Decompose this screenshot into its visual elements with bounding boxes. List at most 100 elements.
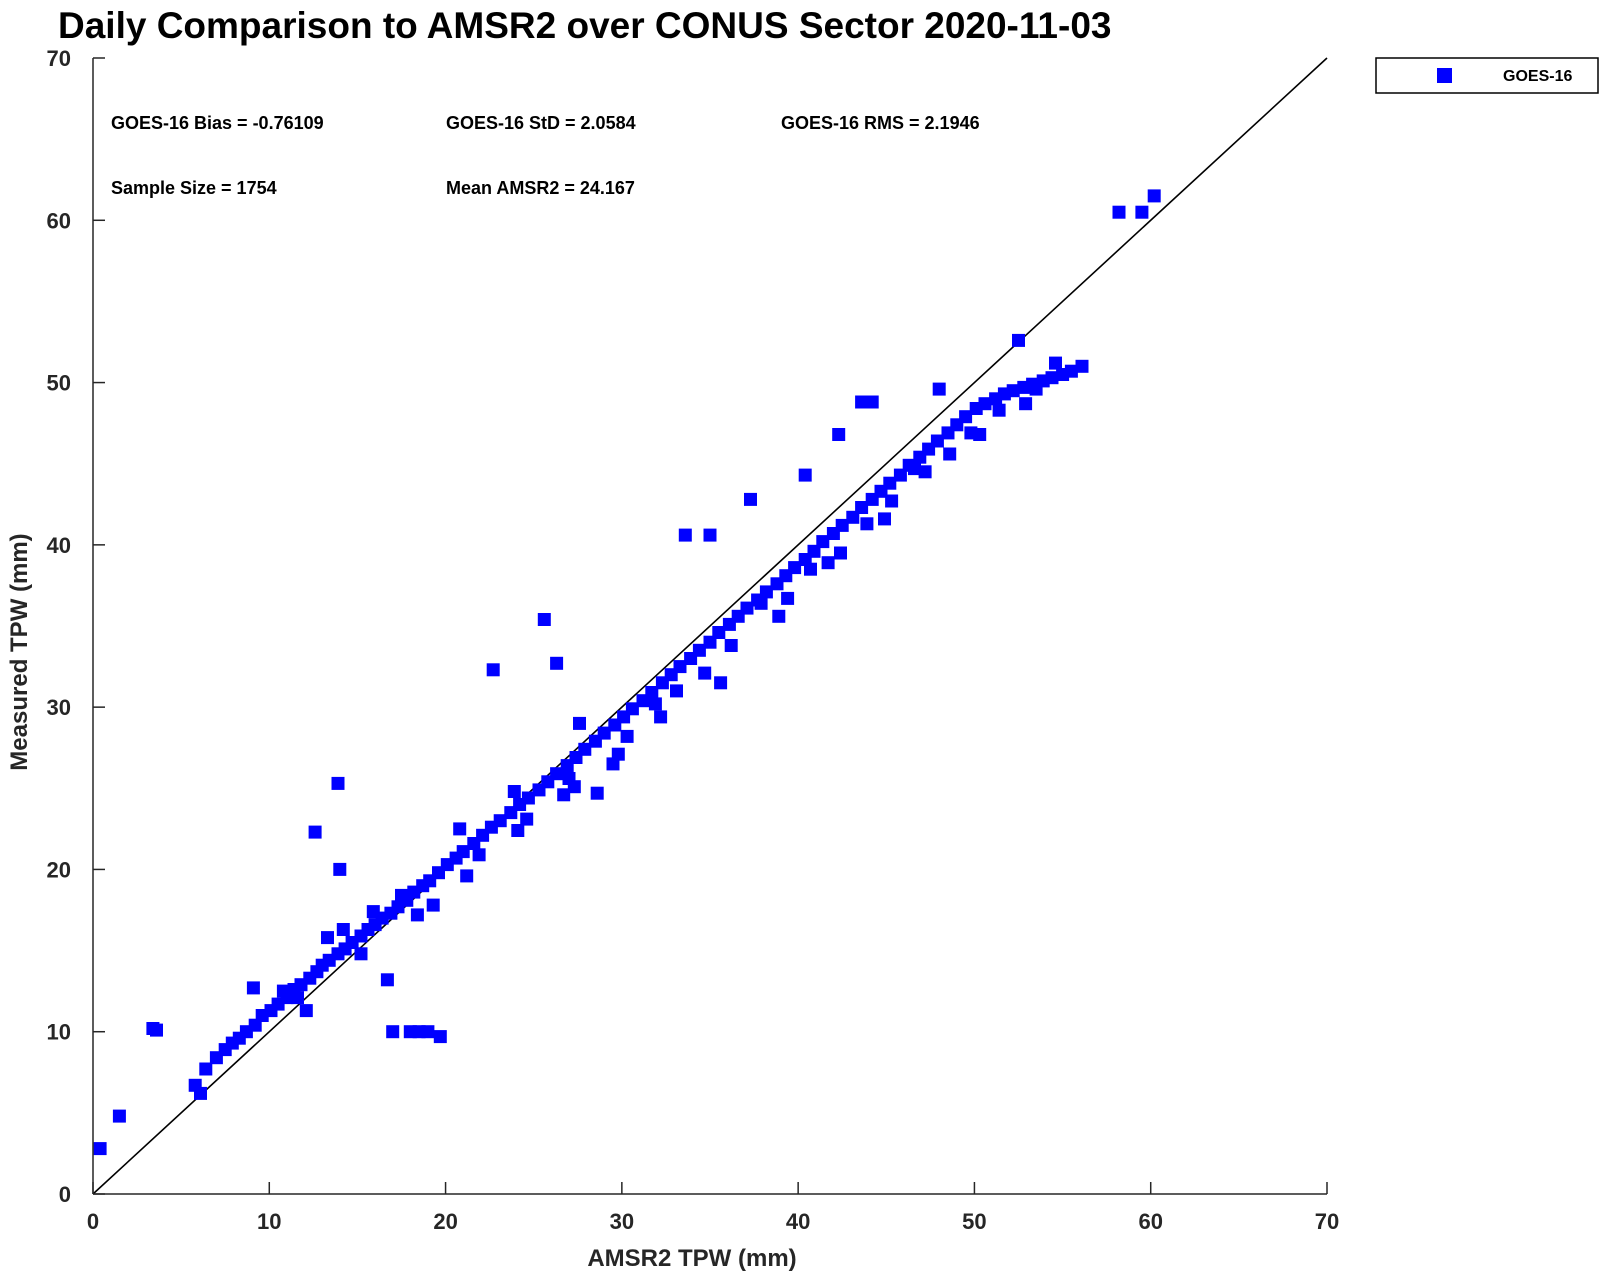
data-point	[724, 639, 738, 652]
data-point	[648, 697, 662, 711]
data-point	[670, 684, 683, 698]
data-point	[299, 1004, 313, 1018]
data-point	[846, 510, 860, 524]
data-point	[276, 984, 290, 998]
data-point	[421, 1025, 435, 1039]
data-point	[333, 862, 347, 876]
data-point	[366, 905, 380, 919]
data-point	[336, 923, 350, 936]
y-tick-label: 40	[47, 533, 71, 558]
data-point	[703, 528, 717, 542]
data-point	[754, 596, 768, 610]
data-point	[550, 767, 564, 781]
data-point	[557, 788, 571, 802]
data-point	[380, 973, 394, 987]
data-point	[150, 1023, 163, 1037]
data-point	[835, 518, 849, 532]
y-tick-label: 50	[47, 371, 71, 396]
x-tick-label: 30	[610, 1209, 634, 1234]
stat-std: GOES-16 StD = 2.0584	[446, 113, 636, 133]
data-point	[562, 772, 576, 785]
data-point	[1029, 382, 1043, 396]
one-to-one-line	[92, 57, 1328, 1195]
data-point	[930, 434, 944, 448]
x-axis-label: AMSR2 TPW (mm)	[587, 1245, 796, 1272]
data-point	[1006, 384, 1020, 398]
data-point	[521, 791, 535, 805]
data-point	[673, 660, 687, 674]
data-point	[597, 726, 611, 740]
data-points-layer	[93, 189, 1161, 1156]
x-tick-label: 0	[87, 1209, 99, 1234]
stat-bias: GOES-16 Bias = -0.76109	[111, 113, 324, 133]
data-point	[821, 556, 835, 570]
data-point	[590, 786, 604, 800]
y-axis-label: Measured TPW (mm)	[6, 533, 33, 770]
data-point	[798, 468, 812, 482]
legend-box	[1375, 57, 1599, 94]
data-point	[772, 609, 786, 623]
data-point	[93, 1142, 107, 1156]
legend-marker	[1437, 68, 1452, 83]
y-tick-label: 30	[47, 695, 71, 720]
data-point	[832, 428, 846, 441]
data-point	[781, 591, 795, 605]
data-point	[834, 546, 847, 560]
data-point	[1049, 356, 1062, 370]
data-point	[959, 410, 973, 424]
data-point	[493, 814, 507, 828]
data-point	[788, 561, 802, 575]
data-point	[992, 403, 1006, 417]
data-point	[943, 447, 957, 461]
x-tick-label: 10	[257, 1209, 281, 1234]
data-point	[714, 676, 728, 690]
data-point	[645, 686, 659, 699]
data-point	[410, 908, 424, 922]
data-point	[698, 666, 712, 680]
y-tick-label: 20	[47, 857, 71, 882]
data-point	[855, 501, 869, 514]
data-point	[453, 822, 467, 836]
data-point	[520, 812, 534, 826]
data-point	[654, 710, 668, 724]
data-point	[511, 824, 525, 837]
legend: GOES-16	[1375, 57, 1599, 94]
data-point	[472, 848, 486, 862]
data-point	[1147, 189, 1161, 203]
data-point	[744, 492, 757, 506]
data-point	[816, 535, 830, 549]
stat-rms: GOES-16 RMS = 2.1946	[781, 113, 980, 133]
data-point	[507, 785, 521, 798]
data-point	[194, 1086, 207, 1100]
data-point	[433, 1030, 447, 1044]
data-point	[611, 747, 625, 761]
data-point	[855, 395, 869, 409]
data-point	[860, 517, 874, 531]
data-point	[1064, 364, 1078, 378]
data-point	[625, 702, 639, 716]
y-tick-label: 0	[59, 1182, 71, 1207]
stat-sample-size: Sample Size = 1754	[111, 178, 277, 198]
data-point	[321, 931, 334, 945]
y-tick-label: 60	[47, 208, 71, 233]
data-point	[550, 656, 564, 670]
data-point	[885, 494, 899, 508]
data-point	[692, 643, 706, 657]
data-point	[354, 947, 368, 961]
data-point	[573, 716, 586, 730]
axes: 0 10 20 30 40 50 60 70 0 10 20 30 40 50 60 70	[47, 46, 1340, 1234]
x-tick-label: 50	[962, 1209, 986, 1234]
data-point	[908, 462, 921, 476]
x-tick-label: 20	[433, 1209, 457, 1234]
data-point	[1045, 371, 1059, 385]
data-point	[1019, 397, 1033, 411]
data-point	[246, 981, 260, 995]
data-point	[712, 626, 726, 639]
data-point	[932, 382, 946, 396]
data-point	[199, 1062, 213, 1076]
y-tick-label: 70	[47, 46, 71, 71]
data-point	[1112, 205, 1126, 219]
data-point	[1012, 333, 1025, 347]
